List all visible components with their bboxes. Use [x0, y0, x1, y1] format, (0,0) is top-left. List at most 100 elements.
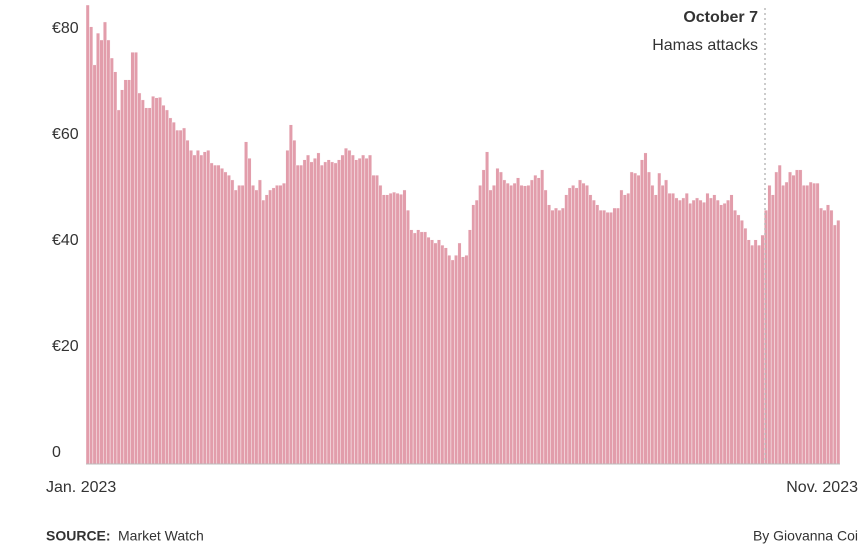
bar	[471, 204, 476, 465]
bar	[726, 199, 731, 465]
bar	[795, 169, 799, 465]
bar	[512, 182, 517, 465]
bar	[585, 185, 589, 465]
bar	[244, 141, 249, 465]
bar	[185, 139, 190, 465]
bar	[815, 182, 820, 465]
bar	[140, 99, 145, 465]
bar	[822, 209, 827, 465]
bar	[588, 194, 593, 465]
bar	[643, 152, 648, 465]
bar	[371, 174, 376, 465]
bar	[368, 154, 372, 465]
bar	[154, 97, 159, 465]
annotation-title: October 7	[683, 9, 758, 26]
bar	[134, 51, 138, 465]
bar	[777, 164, 782, 465]
bar	[481, 169, 486, 465]
bars	[85, 4, 841, 465]
bar	[168, 117, 173, 465]
bar	[581, 182, 586, 465]
bar	[282, 182, 286, 465]
bar	[364, 157, 369, 465]
bar	[299, 164, 304, 465]
bar	[633, 172, 638, 465]
bar	[333, 162, 338, 465]
byline: By Giovanna Coi	[753, 528, 858, 544]
bar	[209, 162, 214, 465]
bar	[574, 187, 579, 465]
bar	[195, 150, 200, 465]
bar	[416, 229, 421, 465]
bar	[684, 192, 689, 465]
bar	[516, 177, 521, 465]
bar	[464, 254, 469, 465]
bar	[750, 244, 755, 465]
bar	[736, 214, 741, 465]
x-tick-label: Jan. 2023	[46, 479, 116, 496]
bar	[519, 185, 524, 465]
bar	[106, 39, 111, 465]
bar	[536, 177, 541, 465]
bar	[192, 154, 197, 465]
bar	[660, 185, 665, 465]
bar	[223, 171, 228, 465]
bar	[712, 194, 717, 465]
bar	[361, 154, 366, 465]
bar	[130, 51, 135, 465]
bar	[89, 26, 94, 465]
bar	[309, 161, 314, 465]
bar	[103, 21, 107, 465]
bar	[337, 159, 341, 465]
annotation-text: Hamas attacks	[652, 37, 758, 54]
bar	[450, 259, 455, 465]
bar	[791, 174, 796, 465]
bar	[313, 157, 317, 465]
y-tick-label: €20	[52, 338, 79, 355]
bar	[271, 187, 276, 465]
bar	[178, 129, 183, 465]
bar	[746, 239, 751, 465]
bar	[547, 204, 551, 465]
bar	[457, 242, 462, 465]
bar	[770, 194, 775, 465]
bar	[509, 185, 514, 465]
bar	[268, 189, 273, 465]
bar	[616, 207, 620, 465]
bar	[578, 179, 582, 465]
bar	[554, 207, 558, 465]
bar	[774, 171, 779, 465]
y-tick-label: €80	[52, 20, 79, 37]
bar	[832, 224, 837, 465]
bar	[826, 204, 830, 465]
source: Market Watch	[118, 528, 204, 544]
bar	[347, 150, 352, 465]
bar	[116, 109, 121, 465]
bar	[498, 171, 503, 465]
bar	[392, 191, 397, 465]
bar	[729, 194, 734, 465]
bar	[571, 185, 576, 465]
bar	[264, 194, 269, 465]
bar	[402, 189, 407, 465]
bar	[330, 161, 335, 465]
bar	[784, 181, 789, 465]
bar	[326, 159, 331, 465]
bar	[96, 32, 100, 465]
bar	[681, 197, 686, 465]
bar	[760, 234, 765, 465]
bar	[688, 203, 693, 465]
bar	[739, 219, 744, 465]
bar	[598, 209, 603, 465]
bar	[144, 107, 149, 465]
bar	[609, 212, 613, 465]
bar	[664, 179, 669, 465]
y-tick-label: €40	[52, 232, 79, 249]
bar	[247, 157, 252, 465]
bar	[399, 194, 403, 465]
bar	[722, 203, 727, 465]
bar	[502, 179, 507, 465]
bar	[202, 151, 207, 465]
bar	[316, 152, 321, 465]
